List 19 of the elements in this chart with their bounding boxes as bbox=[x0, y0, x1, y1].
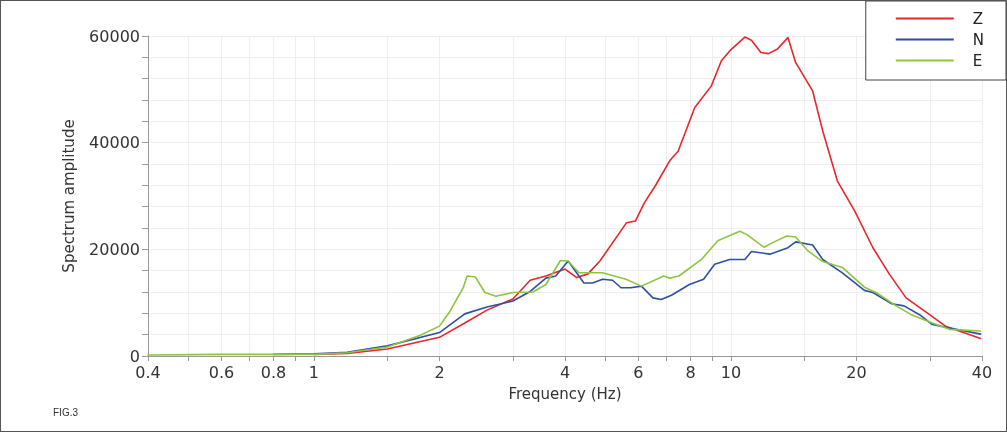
legend-label: E bbox=[972, 51, 983, 70]
x-axis-title: Frequency (Hz) bbox=[508, 384, 622, 403]
legend-label: Z bbox=[972, 9, 984, 28]
y-tick-label: 40000 bbox=[89, 133, 140, 153]
x-tick-label: 8 bbox=[685, 362, 696, 382]
legend-label: N bbox=[972, 30, 985, 49]
x-tick-label: 2 bbox=[434, 362, 445, 382]
y-tick-label: 20000 bbox=[89, 239, 140, 259]
y-tick-label: 60000 bbox=[89, 26, 140, 46]
x-tick-label: 4 bbox=[559, 362, 571, 382]
y-axis-title: Spectrum amplitude bbox=[59, 119, 78, 273]
x-tick-label: 40 bbox=[971, 362, 993, 382]
x-tick-label: 20 bbox=[846, 362, 867, 382]
x-tick-label: 1 bbox=[308, 362, 320, 382]
x-tick-label: 0.6 bbox=[208, 362, 235, 382]
caption: FIG.3 bbox=[53, 407, 79, 418]
x-tick-label: 10 bbox=[720, 362, 742, 382]
x-tick-label: 6 bbox=[633, 362, 644, 382]
x-tick-label: 0.8 bbox=[260, 362, 287, 382]
